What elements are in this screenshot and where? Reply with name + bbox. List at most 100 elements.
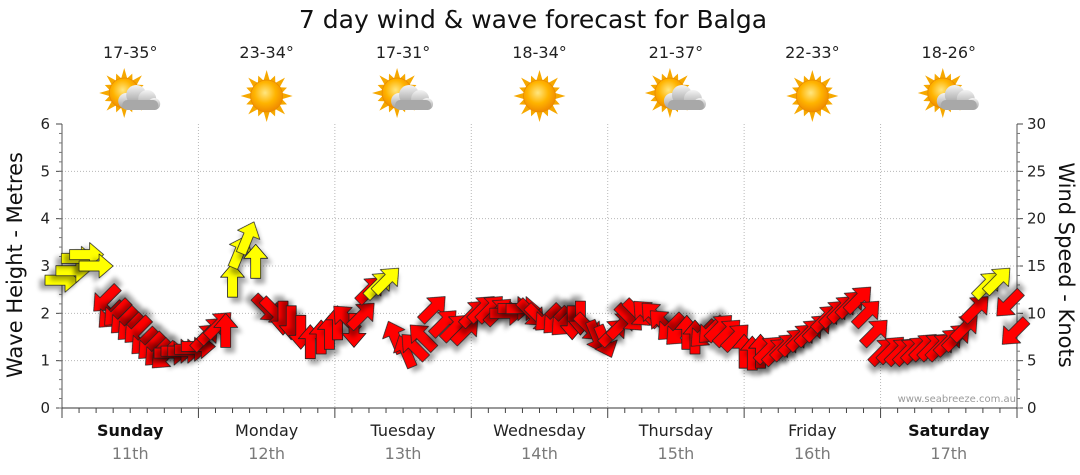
temp-range-label: 23-34° (239, 43, 294, 62)
cloud-base (395, 100, 432, 110)
wind-arrow-shape (235, 221, 261, 256)
day-date-label: 14th (521, 444, 558, 463)
left-tick-label: 1 (40, 352, 50, 370)
temp-range-label: 17-35° (103, 43, 158, 62)
day-date-label: 16th (794, 444, 831, 463)
sun-ray (263, 111, 270, 122)
sun-ray (372, 89, 384, 97)
day-date-label: 12th (248, 444, 285, 463)
partly-cloudy-icon (372, 68, 434, 118)
wind-arrow-shape (949, 315, 978, 344)
sun-ray (809, 111, 816, 122)
wind-arrow (213, 312, 239, 348)
sun-ray (536, 70, 543, 81)
chart-title: 7 day wind & wave forecast for Balga (299, 5, 767, 34)
wind-arrow-shape (850, 300, 880, 330)
right-tick-label: 10 (1027, 304, 1046, 322)
sun-ray (99, 89, 111, 97)
day-date-label: 17th (930, 444, 967, 463)
wind-arrow (220, 262, 245, 298)
sun-ray (827, 92, 839, 100)
day-name-label: Sunday (97, 421, 164, 440)
cloud-shape (391, 85, 434, 110)
wind-arrow (850, 300, 880, 330)
temp-range-label: 17-31° (376, 43, 431, 62)
sun-ray (939, 68, 946, 79)
wind-arrow-shape (409, 324, 439, 353)
cloud-shape (936, 85, 979, 110)
partly-cloudy-icon (917, 68, 979, 118)
sun-ray (240, 92, 252, 100)
wind-arrow-shape (859, 319, 888, 349)
sun-ray (786, 92, 798, 100)
day-name-label: Friday (788, 421, 837, 440)
credit-text: www.seabreeze.com.au (898, 394, 1016, 405)
wind-arrow (949, 315, 978, 344)
wind-arrow-shape (78, 253, 114, 279)
sun-rays (240, 70, 293, 122)
left-tick-label: 2 (40, 304, 50, 322)
wind-arrow (960, 296, 989, 325)
wind-arrow (370, 267, 400, 297)
cloud-shape (118, 85, 161, 110)
sun-disc (250, 79, 284, 113)
day-name-label: Wednesday (493, 421, 586, 440)
sun-ray (281, 92, 293, 100)
wind-arrows (44, 221, 1031, 371)
temp-range-label: 22-33° (785, 43, 840, 62)
wind-arrow (981, 267, 1011, 297)
daily-weather-row: 17-35° 23-34° 17-31° 18-34° 21-37° 22-33° 18-2… (99, 43, 979, 122)
wind-arrow-shape (996, 287, 1025, 317)
day-labels: Sunday 11th Monday 12th Tuesday 13th Wednesday… (97, 421, 990, 463)
cloud-base (940, 100, 977, 110)
wind-arrow (996, 287, 1025, 317)
right-tick-label: 20 (1027, 210, 1046, 228)
wind-arrow-shape (213, 312, 239, 348)
wind-arrow (1001, 316, 1031, 345)
cloud-base (667, 100, 704, 110)
wind-arrow-shape (346, 302, 375, 332)
right-tick-label: 5 (1027, 352, 1037, 370)
sun-ray (917, 89, 929, 97)
left-tick-label: 3 (40, 257, 50, 275)
day-date-label: 15th (658, 444, 695, 463)
day-date-label: 13th (385, 444, 422, 463)
temp-range-label: 18-26° (922, 43, 977, 62)
partly-cloudy-icon (99, 68, 161, 118)
sun-ray (666, 68, 674, 79)
left-tick-label: 0 (40, 399, 50, 417)
wind-arrow-shape (981, 267, 1011, 297)
day-name-label: Saturday (908, 421, 990, 440)
wind-arrow-shape (1001, 316, 1031, 345)
temp-range-label: 21-37° (649, 43, 704, 62)
sun-ray (263, 70, 270, 81)
wind-arrow (346, 302, 375, 332)
sun-disc (523, 79, 556, 113)
wind-arrow (409, 324, 439, 353)
day-name-label: Monday (235, 421, 298, 440)
cloud-shape (663, 85, 706, 110)
right-tick-label: 30 (1027, 115, 1046, 133)
left-tick-label: 5 (40, 162, 50, 180)
sunny-icon (240, 70, 293, 122)
right-tick-label: 0 (1027, 399, 1037, 417)
wind-arrow (78, 253, 114, 279)
wind-arrow-shape (960, 296, 989, 325)
wind-arrow-shape (220, 262, 245, 298)
wind-arrow (243, 243, 269, 279)
axes: 0 1 2 3 4 5 6 0 5 10 15 20 25 30 (40, 115, 1046, 418)
wind-arrow (235, 221, 261, 256)
right-axis-title: Wind Speed - Knots (1054, 162, 1078, 367)
day-name-label: Tuesday (370, 421, 436, 440)
sun-ray (513, 92, 525, 100)
wind-arrow (859, 319, 888, 349)
left-tick-label: 6 (40, 115, 50, 133)
wind-arrow-shape (370, 267, 400, 297)
wind-arrow-shape (243, 243, 269, 279)
day-name-label: Thursday (638, 421, 713, 440)
left-axis-title: Wave Height - Metres (3, 152, 27, 378)
sun-ray (393, 68, 401, 79)
sunny-icon (513, 70, 566, 122)
sunny-icon (786, 70, 839, 122)
day-date-label: 11th (112, 444, 149, 463)
